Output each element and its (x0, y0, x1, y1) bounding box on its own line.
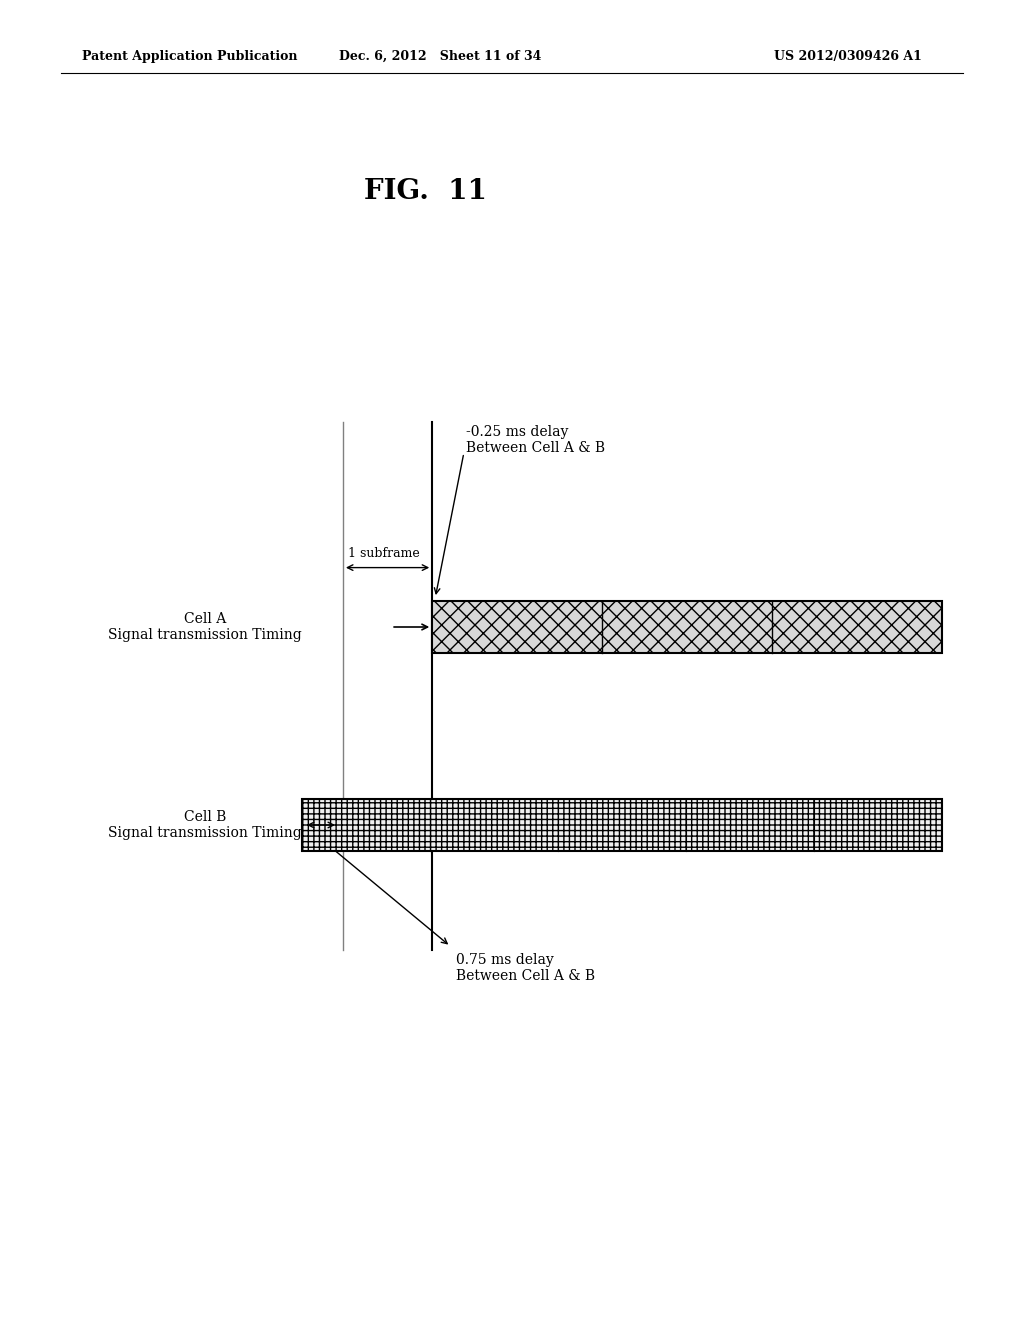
Text: Cell A
Signal transmission Timing: Cell A Signal transmission Timing (109, 612, 302, 642)
Text: Patent Application Publication: Patent Application Publication (82, 50, 297, 63)
Text: -0.25 ms delay
Between Cell A & B: -0.25 ms delay Between Cell A & B (466, 425, 605, 455)
Text: 1 subframe: 1 subframe (348, 546, 420, 560)
Text: US 2012/0309426 A1: US 2012/0309426 A1 (774, 50, 922, 63)
Text: FIG.  11: FIG. 11 (364, 178, 486, 205)
Text: Dec. 6, 2012   Sheet 11 of 34: Dec. 6, 2012 Sheet 11 of 34 (339, 50, 542, 63)
Text: Cell B
Signal transmission Timing: Cell B Signal transmission Timing (109, 810, 302, 840)
Text: 0.75 ms delay
Between Cell A & B: 0.75 ms delay Between Cell A & B (456, 953, 595, 983)
Bar (302, 799, 942, 851)
Bar (432, 601, 942, 653)
